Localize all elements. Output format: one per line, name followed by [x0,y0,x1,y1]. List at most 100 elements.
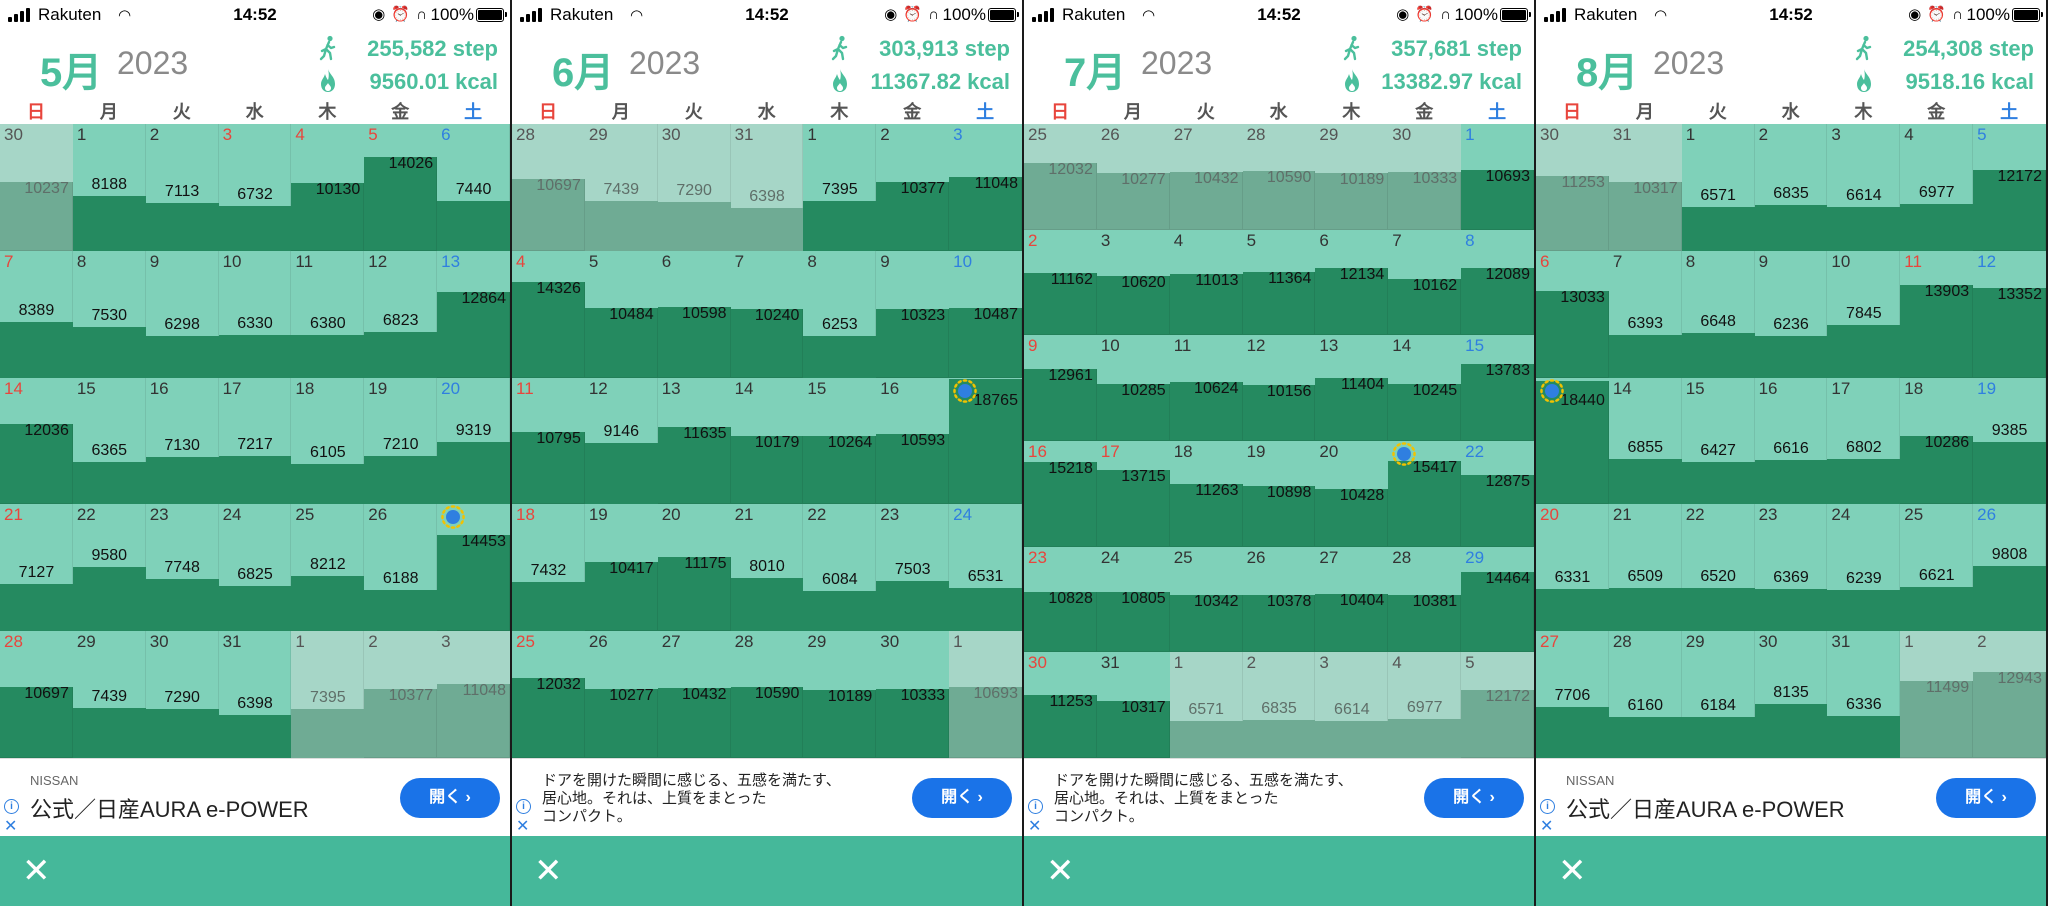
ad-open-button[interactable]: 開く › [912,778,1012,818]
day-cell[interactable]: 17 7217 [218,377,292,505]
close-icon[interactable]: ✕ [534,852,563,890]
day-cell[interactable]: 3 6732 [218,124,292,251]
day-cell[interactable]: 24 6531 [949,504,1022,632]
day-cell[interactable]: 4 11013 [1169,229,1243,336]
ad-info-icon[interactable]: i [516,799,531,814]
ad-open-button[interactable]: 開く › [400,778,500,818]
day-cell[interactable]: 6 13033 [1536,250,1609,378]
day-cell[interactable]: 28 10590 [730,631,804,758]
day-cell[interactable]: 29 6184 [1681,631,1755,758]
ad-close-icon[interactable]: ✕ [1540,818,1554,835]
day-cell[interactable]: 25 6621 [1900,504,1974,632]
day-cell[interactable]: 8 12089 [1461,229,1534,336]
day-cell[interactable]: 9 10323 [876,250,950,378]
day-cell[interactable]: 30 7290 [657,124,731,251]
day-cell[interactable]: 18 6105 [291,377,365,505]
day-cell[interactable]: 22 9580 [72,504,146,632]
day-cell[interactable]: 12 9146 [584,377,658,505]
day-cell[interactable]: 3 11048 [949,124,1022,251]
day-cell[interactable]: 15 6427 [1681,377,1755,505]
day-cell[interactable]: 5 12172 [1973,124,2046,251]
day-cell[interactable]: 8 6253 [803,250,877,378]
day-cell[interactable]: 6 12134 [1315,229,1389,336]
day-cell[interactable]: 15 10264 [803,377,877,505]
ad-info-icon[interactable]: i [1028,799,1043,814]
day-cell[interactable]: 8 6648 [1681,250,1755,378]
day-cell[interactable]: 5 10484 [584,250,658,378]
day-cell[interactable]: 13 11635 [657,377,731,505]
day-cell[interactable]: 9 12961 [1024,335,1097,441]
day-cell[interactable]: 17 6802 [1827,377,1901,505]
ad-close-icon[interactable]: ✕ [516,818,530,835]
ad-open-button[interactable]: 開く › [1936,778,2036,818]
day-cell[interactable]: 16 7130 [145,377,219,505]
day-cell[interactable]: 26 10277 [584,631,658,758]
day-cell[interactable]: 14 10179 [730,377,804,505]
day-cell[interactable]: 31 10317 [1608,124,1682,251]
day-cell[interactable]: 4 6977 [1388,652,1462,758]
day-cell[interactable]: 4 14326 [512,250,585,378]
day-cell[interactable]: 1 7395 [803,124,877,251]
day-cell[interactable]: 15 6365 [72,377,146,505]
day-cell[interactable]: 29 7439 [72,631,146,758]
day-cell[interactable]: 26 10277 [1096,124,1170,230]
day-cell[interactable]: 2 10377 [364,631,438,758]
day-cell[interactable]: 13 12864 [437,250,510,378]
day-cell[interactable]: 28 10697 [512,124,585,251]
day-cell[interactable]: 2 12943 [1973,631,2046,758]
day-cell[interactable]: 10 10487 [949,250,1022,378]
day-cell[interactable]: 2 7113 [145,124,219,251]
day-cell[interactable]: 8 7530 [72,250,146,378]
day-cell[interactable]: 3 6614 [1315,652,1389,758]
day-cell[interactable]: 31 6398 [730,124,804,251]
day-cell[interactable]: 1718765 [949,377,1022,505]
day-cell[interactable]: 14 12036 [0,377,73,505]
day-cell[interactable]: 27 10404 [1315,546,1389,653]
day-cell[interactable]: 25 8212 [291,504,365,632]
day-cell[interactable]: 25 10342 [1169,546,1243,653]
day-cell[interactable]: 1 11499 [1900,631,1974,758]
day-cell[interactable]: 19 10898 [1242,441,1316,547]
day-cell[interactable]: 9 6236 [1754,250,1828,378]
day-cell[interactable]: 31 10317 [1096,652,1170,758]
day-cell[interactable]: 27 10432 [657,631,731,758]
day-cell[interactable]: 29 7439 [584,124,658,251]
day-cell[interactable]: 11 10624 [1169,335,1243,441]
day-cell[interactable]: 16 10593 [876,377,950,505]
ad-banner[interactable]: i ✕ ドアを開けた瞬間に感じる、五感を満たす、 居心地。それは、上質をまとった コ… [512,758,1022,837]
day-cell[interactable]: 4 10130 [291,124,365,251]
ad-banner[interactable]: i ✕ NISSAN 公式／日産AURA e-POWER 開く › [0,758,510,837]
day-cell[interactable]: 1 10693 [1461,124,1534,230]
day-cell[interactable]: 1 6571 [1169,652,1243,758]
ad-banner[interactable]: i ✕ ドアを開けた瞬間に感じる、五感を満たす、 居心地。それは、上質をまとった コ… [1024,758,1534,837]
day-cell[interactable]: 23 7503 [876,504,950,632]
day-cell[interactable]: 28 10590 [1242,124,1316,230]
day-cell[interactable]: 3 6614 [1827,124,1901,251]
day-cell[interactable]: 7 8389 [0,250,73,378]
day-cell[interactable]: 7 6393 [1608,250,1682,378]
day-cell[interactable]: 20 6331 [1536,504,1609,632]
day-cell[interactable]: 30 10333 [876,631,950,758]
day-cell[interactable]: 15 13783 [1461,335,1534,441]
day-cell[interactable]: 12 10156 [1242,335,1316,441]
day-cell[interactable]: 6 10598 [657,250,731,378]
day-cell[interactable]: 22 12875 [1461,441,1534,547]
day-cell[interactable]: 25 12032 [1024,124,1097,230]
ad-open-button[interactable]: 開く › [1424,778,1524,818]
day-cell[interactable]: 29 10189 [803,631,877,758]
day-cell[interactable]: 27 10432 [1169,124,1243,230]
day-cell[interactable]: 1 6571 [1681,124,1755,251]
day-cell[interactable]: 30 8135 [1754,631,1828,758]
day-cell[interactable]: 11 10795 [512,377,585,505]
day-cell[interactable]: 23 10828 [1024,546,1097,653]
day-cell[interactable]: 29 14464 [1461,546,1534,653]
day-cell[interactable]: 6 7440 [437,124,510,251]
day-cell[interactable]: 17 13715 [1096,441,1170,547]
day-cell[interactable]: 11 13903 [1900,250,1974,378]
day-cell[interactable]: 29 10189 [1315,124,1389,230]
day-cell[interactable]: 12 13352 [1973,250,2046,378]
day-cell[interactable]: 24 6239 [1827,504,1901,632]
day-cell[interactable]: 30 10237 [0,124,73,251]
day-cell[interactable]: 28 6160 [1608,631,1682,758]
day-cell[interactable]: 5 14026 [364,124,438,251]
